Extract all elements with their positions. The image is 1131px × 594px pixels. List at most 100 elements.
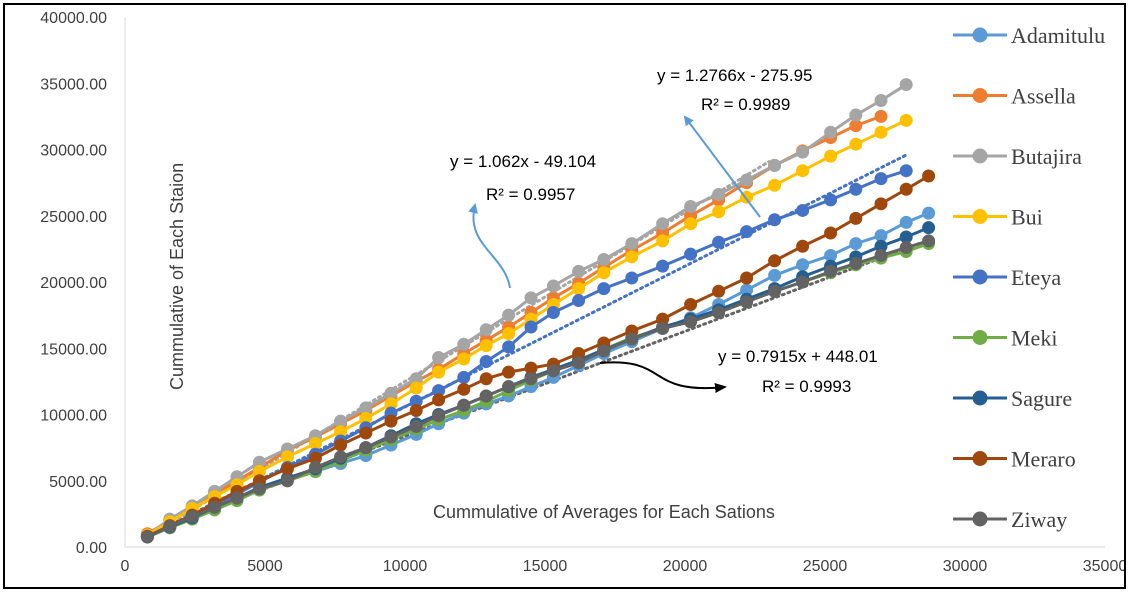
legend-item-eteya: Eteya [953,265,1061,290]
data-point [874,229,888,243]
data-point [280,474,294,488]
data-point [140,530,154,544]
data-point [874,197,888,211]
data-point [899,215,913,229]
data-point [572,264,586,278]
legend-item-meraro: Meraro [953,447,1076,472]
data-point [684,199,698,213]
y-axis-title: Cummulative of Each Staion [167,163,187,390]
data-point [922,206,936,220]
x-tick-label: 15000 [523,558,568,575]
arrow-1-062 [468,203,511,289]
data-point [479,323,493,337]
x-tick-labels: 0 5000 10000 15000 20000 25000 30000 35000 [121,558,1124,575]
chart-svg: 0.00 5000.00 10000.00 15000.00 20000.00 25000… [40,10,1124,575]
data-point [230,491,244,505]
data-point [899,182,913,196]
data-point [768,284,782,298]
legend-swatch-marker [972,209,988,224]
data-point [308,437,322,451]
data-point [874,125,888,139]
data-point [208,500,222,514]
legend-label: Sagure [1011,386,1072,411]
legend-label: Butajira [1011,144,1082,169]
data-point [922,221,936,235]
data-point [384,397,398,411]
data-point [252,482,266,496]
data-point [656,259,670,273]
data-point [524,320,538,334]
data-point [849,137,863,151]
data-point [922,169,936,183]
annotation-arrows [468,115,761,393]
data-point [597,282,611,296]
data-point [572,347,586,361]
legend-label: Bui [1011,205,1043,230]
data-point [359,411,373,425]
data-point [656,234,670,248]
data-point [457,337,471,351]
legend-swatch-marker [972,511,988,527]
data-point [252,464,266,478]
legend-label: Meki [1011,326,1057,351]
data-point [502,365,516,379]
data-point [432,409,446,423]
data-point [874,239,888,253]
data-point [796,203,810,217]
r2-ziway: R² = 0.9993 [762,377,851,396]
data-point [597,344,611,358]
data-point [899,164,913,178]
legend-item-assella: Assella [953,84,1076,109]
equation-annotations: y = 1.062x - 49.104 R² = 0.9957 y = 1.27… [450,66,878,396]
legend-swatch-marker [972,148,988,164]
data-point [899,241,913,255]
data-point [409,381,423,395]
data-point [524,291,538,305]
data-point [359,441,373,455]
legend-item-ziway: Ziway [953,507,1067,532]
data-point [824,264,838,278]
data-point [359,401,373,415]
data-point [572,294,586,308]
data-point [334,425,348,439]
data-point [163,519,177,533]
data-point [409,394,423,408]
data-point [849,119,863,133]
data-point [457,370,471,384]
data-point [479,355,493,368]
legend-label: Meraro [1011,447,1076,472]
data-point [409,419,423,433]
r2-eteya: R² = 0.9957 [486,185,575,204]
data-point [768,178,782,192]
data-point [740,225,754,239]
equation-butajira: y = 1.2766x - 275.95 [657,66,812,85]
data-point [597,266,611,280]
data-point [796,275,810,289]
data-point [874,172,888,186]
equation-ziway: y = 0.7915x + 448.01 [718,347,878,366]
y-tick-label: 0.00 [76,540,107,557]
data-point [740,173,754,187]
data-point [824,149,838,163]
data-point [524,361,538,375]
data-point [849,182,863,196]
legend-item-butajira: Butajira [953,144,1082,169]
data-point [824,249,838,262]
data-point [625,332,639,346]
data-point [280,450,294,464]
data-point [572,282,586,296]
data-point [899,78,913,92]
series-layer [140,78,936,544]
data-point [712,284,726,298]
data-point [768,213,782,227]
legend-swatch-marker [972,330,988,345]
data-point [684,315,698,329]
data-point [849,108,863,122]
data-point [740,283,754,297]
data-point [524,372,538,386]
y-tick-labels: 0.00 5000.00 10000.00 15000.00 20000.00 25000… [40,10,107,557]
x-tick-label: 0 [121,558,130,575]
data-point [899,113,913,127]
data-point [432,365,446,379]
y-tick-label: 35000.00 [40,76,107,93]
